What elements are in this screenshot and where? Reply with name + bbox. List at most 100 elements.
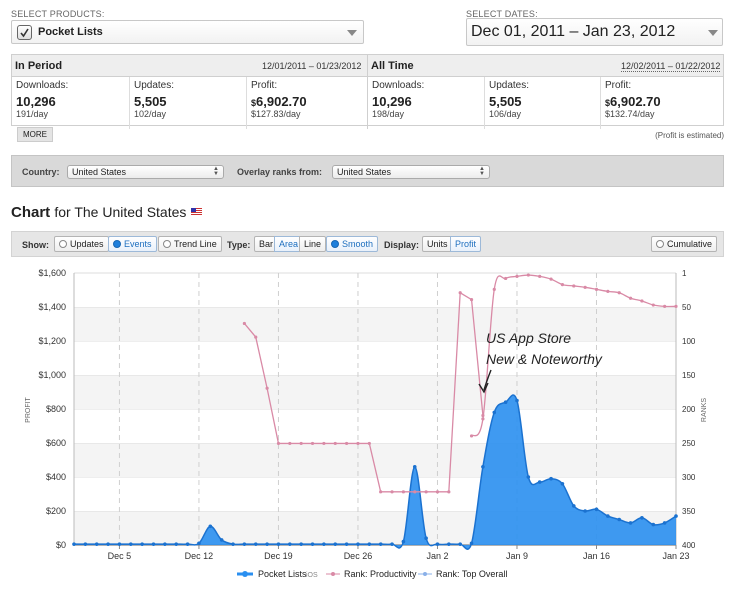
radio-icon (59, 240, 67, 248)
overall-point (640, 299, 644, 303)
x-tick-label: Dec 19 (264, 551, 293, 561)
y2-tick-label: 250 (682, 439, 696, 448)
show-updates-toggle[interactable]: Updates (54, 236, 109, 252)
profit-point (344, 542, 349, 546)
legend-label-profit: Pocket Lists (258, 569, 307, 579)
productivity-point (265, 386, 269, 390)
overall-point (469, 434, 474, 438)
y2-tick-label: 300 (682, 473, 696, 482)
in-period-range: 12/01/2011 – 01/23/2012 (262, 61, 362, 71)
all-time-profit: Profit: $6,902.70 $132.74/day (601, 77, 723, 129)
in-period-updates: Updates: 5,505 102/day (130, 77, 247, 129)
stat-value: 10,296 (372, 94, 412, 109)
profit-point (310, 542, 315, 546)
legend-marker-profit (242, 571, 248, 577)
y2-axis-label: RANKS (701, 398, 708, 422)
smooth-toggle[interactable]: Smooth (326, 236, 379, 252)
stat-sub: $132.74/day (605, 109, 655, 119)
stat-label: Downloads: (372, 80, 425, 91)
productivity-point (345, 441, 349, 446)
display-units-button[interactable]: Units (422, 236, 453, 252)
profit-point (140, 542, 144, 546)
x-tick-labels: Dec 5 Dec 12 Dec 19 Dec 26 Jan 2 Jan 9 Jan 16 J… (108, 545, 690, 561)
cumulative-toggle[interactable]: Cumulative (651, 236, 718, 252)
profit-point (606, 514, 610, 518)
x-tick-label: Jan 16 (583, 551, 610, 561)
show-trendline-toggle[interactable]: Trend Line (158, 236, 222, 252)
legend-label-productivity: Rank: Productivity (344, 569, 417, 579)
filter-bar: Country: United States ▲ ▼ Overlay ranks … (11, 155, 724, 187)
toggle-label: Updates (70, 239, 104, 249)
profit-point (412, 465, 417, 469)
profit-point (174, 542, 179, 546)
profit-point (628, 521, 633, 525)
profit-point (208, 524, 213, 529)
stat-label: Updates: (134, 80, 175, 91)
date-range-select[interactable]: Dec 01, 2011 – Jan 23, 2012 (466, 18, 723, 46)
country-select-value: United States (72, 167, 127, 177)
overall-point (526, 273, 530, 277)
productivity-point (435, 490, 440, 494)
show-events-toggle[interactable]: Events (108, 236, 157, 252)
grid-band (74, 375, 676, 409)
radio-icon (656, 240, 664, 248)
profit-point (424, 536, 428, 540)
type-line-button[interactable]: Line (299, 236, 327, 252)
productivity-point (322, 441, 326, 446)
grid-band (74, 273, 676, 307)
profit-point (117, 542, 122, 546)
profit-point (515, 398, 519, 403)
productivity-point (299, 441, 303, 446)
profit-point (197, 541, 201, 546)
x-tick-label: Jan 23 (662, 551, 689, 561)
all-time-updates: Updates: 5,505 106/day (485, 77, 601, 129)
chart-controls-bar: Show: Updates Events Trend Line Type: Ba… (11, 231, 724, 257)
profit-point (651, 522, 656, 527)
grid-band (74, 443, 676, 477)
more-button[interactable]: MORE (17, 127, 53, 142)
productivity-point (254, 335, 258, 339)
productivity-point (401, 490, 405, 494)
overall-point (492, 287, 496, 291)
profit-point (72, 542, 76, 546)
y-tick-label: $1,000 (38, 370, 66, 380)
updown-icon: ▲ ▼ (213, 166, 219, 177)
toggle-label: Trend Line (174, 239, 217, 249)
stats-table: In Period 12/01/2011 – 01/23/2012 All Ti… (11, 54, 724, 129)
in-period-profit: Profit: $6,902.70 $127.83/day (247, 77, 368, 129)
legend-marker-productivity (331, 572, 335, 576)
y-tick-label: $600 (46, 438, 66, 448)
stat-value: 10,296 (16, 94, 56, 109)
chart-subtitle: for The United States (54, 204, 187, 220)
overlay-select-value: United States (337, 167, 392, 177)
us-flag-icon (190, 208, 202, 216)
productivity-point (310, 441, 315, 446)
stat-label: Downloads: (16, 80, 69, 91)
profit-point (219, 538, 224, 542)
dates-label: SELECT DATES: (466, 9, 538, 19)
overall-point (651, 303, 655, 307)
chart-bands (74, 272, 676, 545)
stat-sub: 102/day (134, 109, 167, 119)
overlay-select[interactable]: United States ▲ ▼ (332, 165, 490, 179)
profit-point (526, 475, 531, 479)
profit-point (333, 542, 338, 546)
profit-point (492, 410, 497, 415)
overall-point (663, 304, 667, 309)
display-profit-button[interactable]: Profit (450, 236, 482, 252)
all-time-range: 12/02/2011 – 01/22/2012 (621, 61, 721, 72)
profit-point (163, 542, 167, 546)
product-select[interactable]: Pocket Lists (11, 20, 364, 44)
overall-point (674, 304, 678, 309)
overall-point (606, 289, 610, 294)
y-tick-label: $1,400 (38, 302, 66, 312)
y2-tick-label: 1 (682, 269, 687, 278)
stat-value: 5,505 (134, 94, 167, 109)
profit-note: (Profit is estimated) (655, 131, 724, 140)
chevron-down-icon (708, 30, 718, 36)
overall-point (560, 282, 565, 287)
profit-point (276, 542, 281, 546)
country-select[interactable]: United States ▲ ▼ (67, 165, 224, 179)
chart-heading: Chart for The United States (11, 204, 202, 221)
